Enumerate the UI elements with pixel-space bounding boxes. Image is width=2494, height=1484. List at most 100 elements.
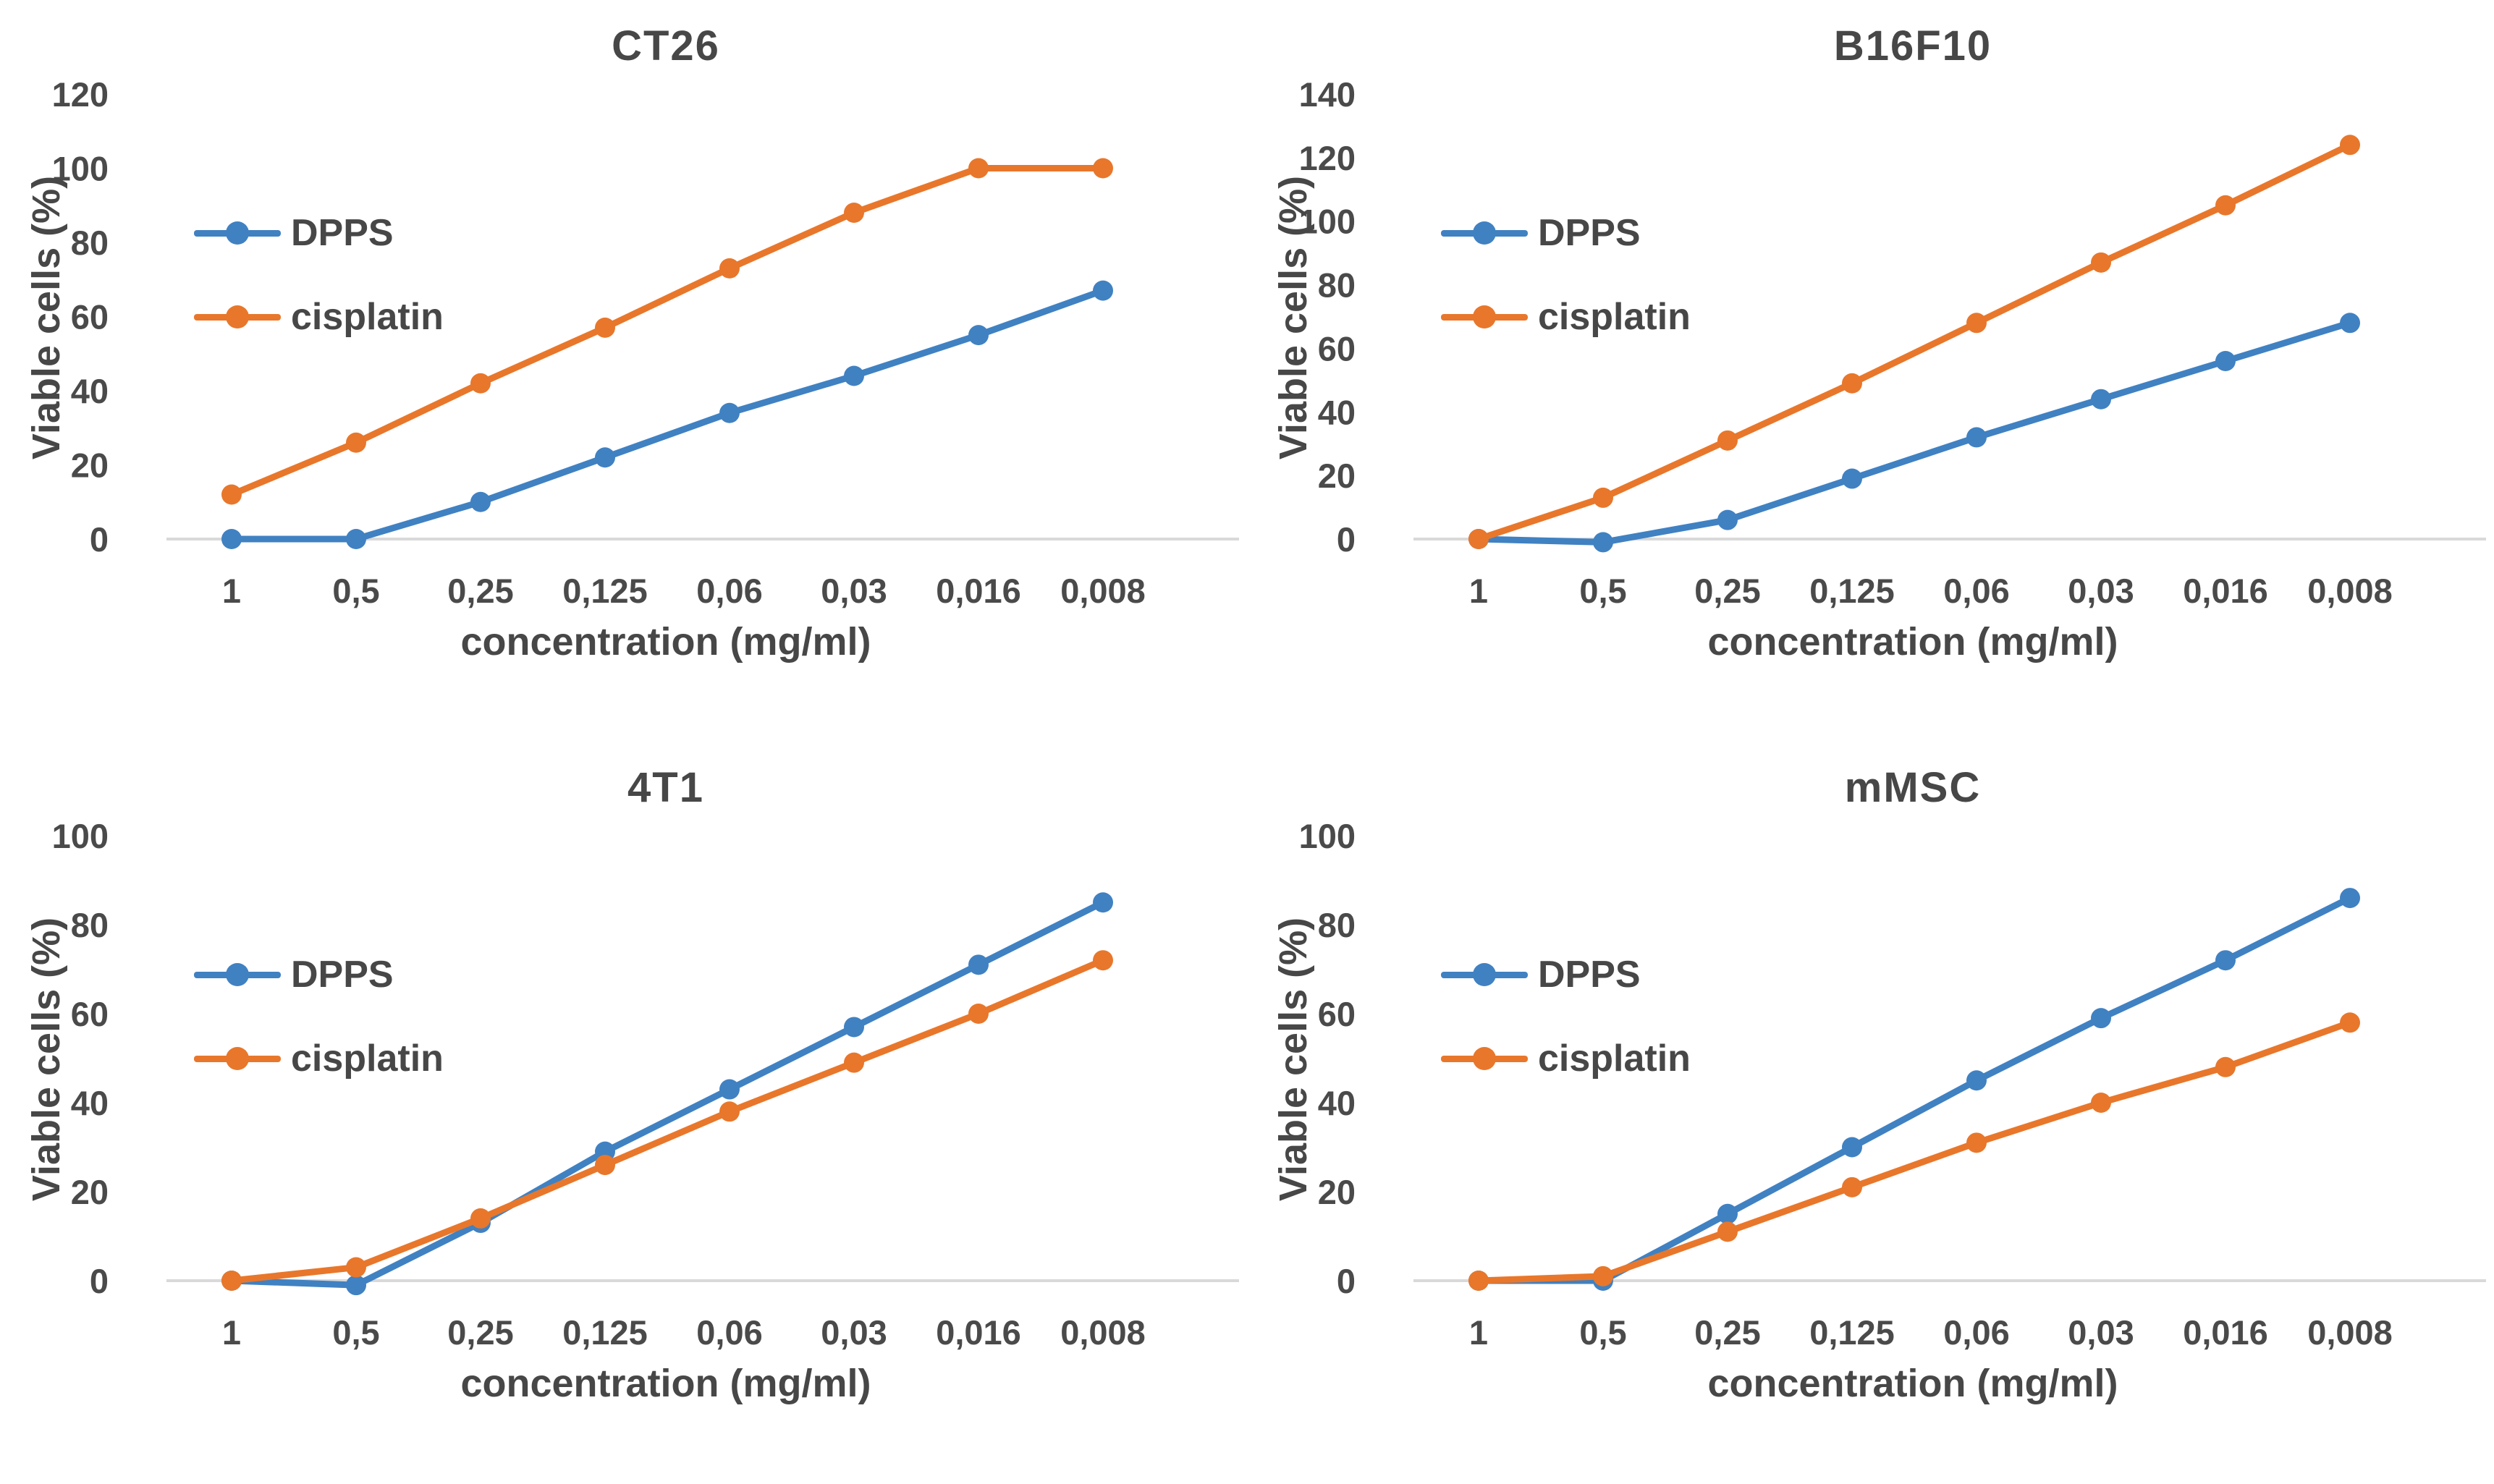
- chart-title: mMSC: [1844, 764, 1982, 811]
- y-tick-label: 120: [52, 75, 109, 114]
- y-tick-label: 140: [1299, 75, 1356, 114]
- y-axis-title: Viable cells (%): [25, 917, 68, 1202]
- legend: DPPS cisplatin: [1441, 211, 1691, 339]
- y-tick-label: 100: [1299, 203, 1356, 241]
- ct26-plot-area: 0 20 40 60 80 100 120 1 0,5 0,25 0,125 0,06 0,03 0,01…: [52, 75, 1239, 610]
- y-tick-label: 0: [1337, 520, 1356, 559]
- y-tick-label: 100: [1299, 817, 1356, 855]
- series-line-cisplatin: [228, 165, 1107, 498]
- legend: DPPS cisplatin: [194, 211, 444, 339]
- x-tick-label: 0,016: [936, 1313, 1021, 1352]
- y-tick-label: 0: [90, 1262, 109, 1300]
- x-tick-label: 0,008: [2307, 572, 2393, 610]
- legend-item-dpps: DPPS: [1441, 953, 1691, 996]
- data-point-dpps: [844, 365, 864, 386]
- 4t1-plot-area: 0 20 40 60 80 100 1 0,5 0,25 0,125 0,06 0,03 0,016 0,…: [52, 817, 1239, 1352]
- y-tick-label: 100: [52, 150, 109, 188]
- x-tick-label: 0,25: [447, 1313, 513, 1352]
- x-tick-label: 0,06: [696, 1313, 762, 1352]
- data-point-cisplatin: [221, 484, 242, 505]
- y-tick-label: 100: [52, 817, 109, 855]
- data-point-cisplatin: [346, 1257, 366, 1278]
- series-line-cisplatin: [1475, 141, 2354, 543]
- x-tick-label: 0,125: [1809, 572, 1895, 610]
- y-axis-title: Viable cells (%): [25, 175, 68, 460]
- x-tick-label: 0,03: [821, 1313, 887, 1352]
- chart-panel-4t1: 0 20 40 60 80 100 1 0,5 0,25 0,125 0,06 0,03 0,016 0,…: [0, 742, 1247, 1484]
- y-tick-label: 80: [1318, 266, 1356, 305]
- data-point-dpps: [1842, 468, 1862, 489]
- data-point-cisplatin: [1842, 1176, 1862, 1197]
- series-line-dpps: [228, 287, 1107, 543]
- series-line-dpps: [228, 899, 1107, 1289]
- data-point-dpps: [1093, 280, 1113, 301]
- data-point-cisplatin: [470, 1208, 491, 1229]
- y-tick-label: 60: [1318, 329, 1356, 368]
- data-point-cisplatin: [844, 203, 864, 223]
- data-point-cisplatin: [719, 258, 740, 279]
- dpps-line-marker-icon: [194, 971, 281, 978]
- x-tick-label: 0,5: [1579, 1313, 1626, 1352]
- y-tick-label: 60: [71, 298, 109, 336]
- x-tick-label: 0,06: [696, 572, 762, 610]
- data-point-dpps: [2091, 1008, 2111, 1029]
- x-tick-label: 0,016: [936, 572, 1021, 610]
- legend: DPPS cisplatin: [194, 953, 444, 1080]
- data-point-dpps: [2215, 950, 2236, 971]
- data-point-cisplatin: [1093, 950, 1113, 971]
- legend-label: DPPS: [291, 212, 394, 254]
- y-tick-label: 40: [1318, 393, 1356, 431]
- cisplatin-line-marker-icon: [1441, 1055, 1528, 1062]
- y-tick-label: 60: [1318, 995, 1356, 1033]
- x-tick-label: 0,5: [332, 1313, 379, 1352]
- chart-panel-b16f10: 0 20 40 60 80 100 120 140 1 0,5 0,25 0,125 0,06 0,03 0…: [1247, 0, 2494, 742]
- legend-item-dpps: DPPS: [1441, 211, 1691, 255]
- y-tick-label: 20: [71, 446, 109, 485]
- y-tick-label: 0: [90, 520, 109, 559]
- data-point-dpps: [1717, 1203, 1738, 1224]
- data-point-cisplatin: [1842, 373, 1862, 394]
- data-point-cisplatin: [1593, 487, 1613, 508]
- x-tick-label: 1: [1469, 572, 1488, 610]
- data-point-dpps: [968, 325, 989, 346]
- legend-label: cisplatin: [1538, 1038, 1691, 1080]
- data-point-cisplatin: [2215, 1056, 2236, 1077]
- data-point-cisplatin: [595, 317, 615, 338]
- x-tick-label: 0,03: [821, 572, 887, 610]
- data-point-cisplatin: [2215, 195, 2236, 216]
- data-point-cisplatin: [2091, 252, 2111, 273]
- cisplatin-line-marker-icon: [194, 1055, 281, 1062]
- data-point-cisplatin: [1593, 1265, 1613, 1286]
- x-tick-label: 0,125: [562, 572, 648, 610]
- y-tick-label: 120: [1299, 139, 1356, 177]
- cisplatin-line-marker-icon: [1441, 313, 1528, 321]
- y-tick-label: 80: [71, 906, 109, 944]
- data-point-dpps: [595, 447, 615, 468]
- data-point-cisplatin: [719, 1101, 740, 1122]
- y-tick-label: 40: [71, 1084, 109, 1122]
- data-point-dpps: [346, 529, 366, 549]
- x-tick-label: 0,06: [1943, 1313, 2009, 1352]
- y-tick-label: 80: [1318, 906, 1356, 944]
- data-point-dpps: [1966, 1070, 1987, 1091]
- x-tick-label: 0,008: [2307, 1313, 2393, 1352]
- legend-item-cisplatin: cisplatin: [1441, 1037, 1691, 1080]
- data-point-dpps: [719, 1079, 740, 1100]
- chart-title: CT26: [612, 22, 720, 69]
- series-line-cisplatin: [1475, 1019, 2354, 1284]
- dpps-line-marker-icon: [1441, 229, 1528, 237]
- legend-label: DPPS: [1538, 954, 1641, 996]
- dpps-line-marker-icon: [1441, 971, 1528, 978]
- y-tick-label: 20: [71, 1173, 109, 1211]
- legend-item-cisplatin: cisplatin: [1441, 295, 1691, 339]
- y-tick-label: 20: [1318, 1173, 1356, 1211]
- x-tick-label: 0,008: [1060, 1313, 1146, 1352]
- data-point-cisplatin: [1717, 1221, 1738, 1242]
- x-axis-title: concentration (mg/ml): [460, 620, 871, 663]
- data-point-cisplatin: [1093, 158, 1113, 179]
- data-point-cisplatin: [346, 432, 366, 453]
- data-point-dpps: [2340, 888, 2360, 909]
- x-tick-label: 0,5: [1579, 572, 1626, 610]
- data-point-dpps: [1593, 532, 1613, 553]
- x-tick-label: 0,016: [2183, 1313, 2268, 1352]
